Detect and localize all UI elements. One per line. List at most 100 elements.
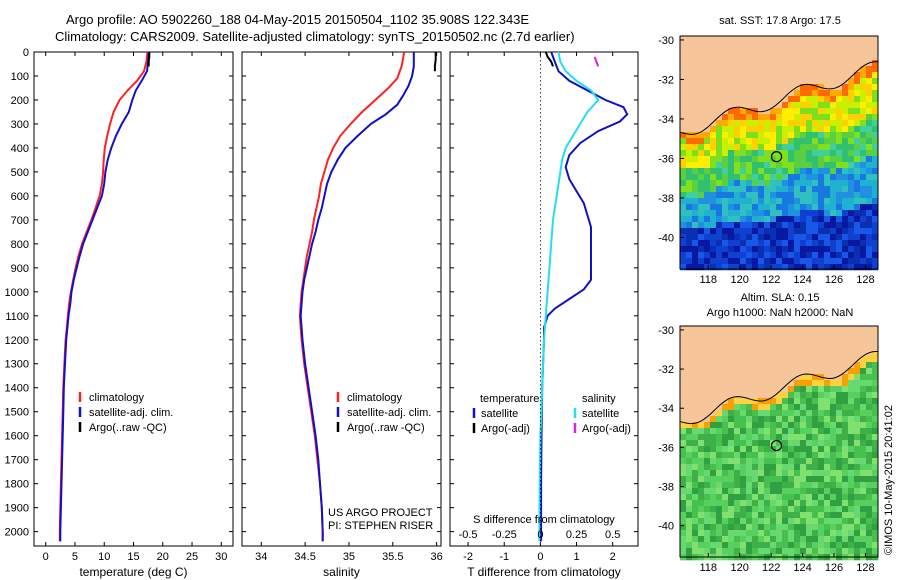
map-cell [680,476,687,483]
map-cell [824,162,831,169]
map-cell [680,464,687,471]
map-cell [770,410,777,417]
map-cell [728,548,735,555]
map-cell [746,464,753,471]
map-cell [860,246,867,253]
map-cell [806,36,813,43]
map-cell [680,72,687,79]
map-cell [806,344,813,351]
map-cell [872,84,879,91]
map-cell [812,126,819,133]
map-cell [770,332,777,339]
map-cell [734,350,741,357]
map-cell [728,482,735,489]
map-cell [758,482,765,489]
map-cell [728,198,735,205]
map-cell [836,518,843,525]
map-cell [746,452,753,459]
map-cell [740,440,747,447]
map-cell [740,192,747,199]
map-cell [800,240,807,247]
map-cell [818,524,825,531]
map-cell [692,404,699,411]
map-cell [680,36,687,43]
map-cell [770,48,777,55]
map-cell [818,488,825,495]
map-cell [818,422,825,429]
map-cell [686,332,693,339]
map-cell [692,512,699,519]
map-cell [848,368,855,375]
map-cell [692,500,699,507]
map-cell [812,350,819,357]
imos-timestamp: ©IMOS 10-May-2015 20:41:02 [883,405,895,555]
map-cell [830,518,837,525]
map-cell [830,386,837,393]
map-cell [740,374,747,381]
map-cell [740,344,747,351]
map-cell [752,398,759,405]
map-cell [812,48,819,55]
map-cell [836,542,843,549]
map-cell [752,222,759,229]
map-cell [704,536,711,543]
map-cell [830,216,837,223]
map-cell [788,524,795,531]
map-cell [716,222,723,229]
map-cell [704,362,711,369]
map-cell [722,428,729,435]
map-cell [686,476,693,483]
map-cell [758,42,765,49]
map-cell [686,374,693,381]
map-cell [872,398,879,405]
map-cell [854,440,861,447]
map-cell [824,102,831,109]
x-tick-label: 30 [215,551,227,563]
map-cell [704,470,711,477]
map-cell [698,338,705,345]
map-cell [686,36,693,43]
map-cell [740,410,747,417]
map-cell [794,66,801,73]
map-cell [710,78,717,85]
map-cell [716,132,723,139]
map-cell [818,144,825,151]
map-cell [686,542,693,549]
map-cell [716,440,723,447]
map-cell [842,114,849,121]
map-cell [818,470,825,477]
map-cell [824,96,831,103]
map-cell [698,138,705,145]
map-cell [860,464,867,471]
map-cell [764,252,771,259]
map-cell [794,434,801,441]
map-cell [698,470,705,477]
map-cell [794,120,801,127]
map-cell [818,356,825,363]
map-cell [866,96,873,103]
map-cell [728,398,735,405]
map-cell [800,434,807,441]
map-cell [728,368,735,375]
map-cell [776,452,783,459]
map-cell [752,440,759,447]
map-cell [686,470,693,477]
map-cell [728,72,735,79]
map-cell [866,458,873,465]
map-cell [800,114,807,121]
map-cell [752,252,759,259]
map-cell [800,428,807,435]
map-cell [836,386,843,393]
map-cell [680,96,687,103]
map-cell [710,258,717,265]
map-cell [776,494,783,501]
map-cell [698,198,705,205]
map-cell [758,66,765,73]
map-cell [704,518,711,525]
y-tick-label: 1000 [5,287,29,299]
map-cell [836,416,843,423]
map-cell [692,434,699,441]
map-cell [752,90,759,97]
map-cell [794,252,801,259]
map-cell [872,234,879,241]
